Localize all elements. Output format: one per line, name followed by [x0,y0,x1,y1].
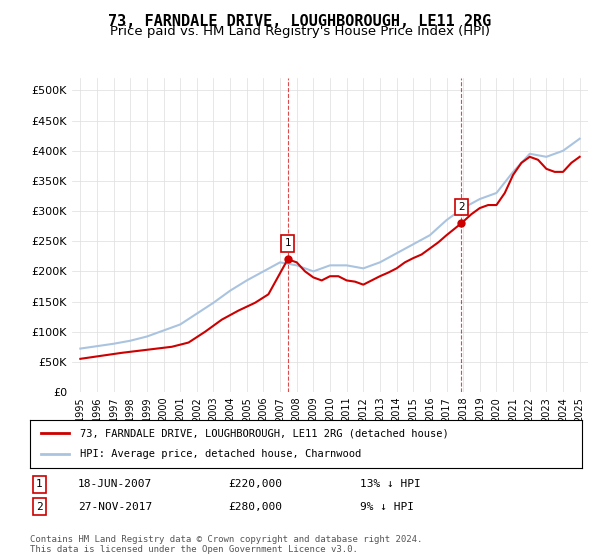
Text: HPI: Average price, detached house, Charnwood: HPI: Average price, detached house, Char… [80,449,361,459]
Text: £220,000: £220,000 [228,479,282,489]
Text: 1: 1 [36,479,43,489]
Text: Contains HM Land Registry data © Crown copyright and database right 2024.
This d: Contains HM Land Registry data © Crown c… [30,535,422,554]
Text: 73, FARNDALE DRIVE, LOUGHBOROUGH, LE11 2RG (detached house): 73, FARNDALE DRIVE, LOUGHBOROUGH, LE11 2… [80,428,448,438]
Text: 27-NOV-2017: 27-NOV-2017 [78,502,152,512]
Text: 9% ↓ HPI: 9% ↓ HPI [360,502,414,512]
Text: 2: 2 [36,502,43,512]
Text: 13% ↓ HPI: 13% ↓ HPI [360,479,421,489]
Text: 1: 1 [284,239,291,249]
Text: 18-JUN-2007: 18-JUN-2007 [78,479,152,489]
Text: 73, FARNDALE DRIVE, LOUGHBOROUGH, LE11 2RG: 73, FARNDALE DRIVE, LOUGHBOROUGH, LE11 2… [109,14,491,29]
Text: Price paid vs. HM Land Registry's House Price Index (HPI): Price paid vs. HM Land Registry's House … [110,25,490,38]
Text: 2: 2 [458,202,465,212]
Text: £280,000: £280,000 [228,502,282,512]
